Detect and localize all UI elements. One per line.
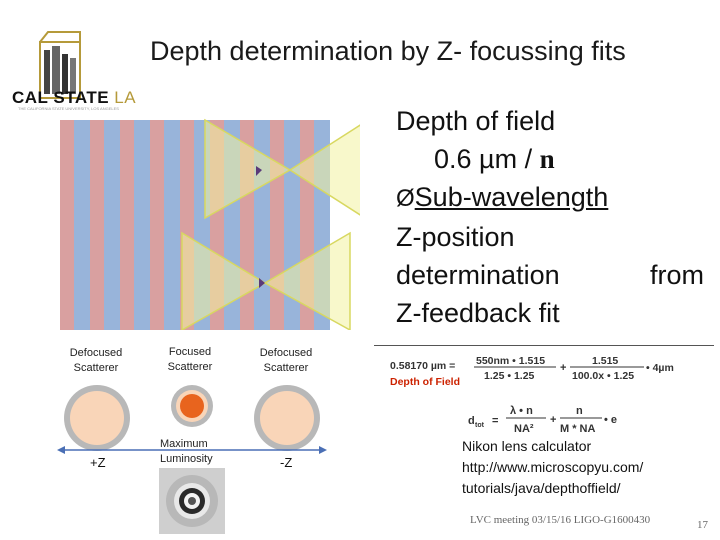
eq1-frac2-num: 1.515 xyxy=(592,355,618,367)
logo-subtitle: THE CALIFORNIA STATE UNIVERSITY, LOS ANG… xyxy=(18,106,119,111)
depth-value-line: 0.6 µm / n xyxy=(396,140,608,178)
eq1-caption: Depth of Field xyxy=(390,376,460,388)
eq1-frac2-den: 100.0x • 1.25 xyxy=(572,370,634,382)
minus-z-label: -Z xyxy=(280,455,293,470)
depth-of-field-equation: 0.58170 µm = 550nm • 1.515 1.25 • 1.25 +… xyxy=(390,355,674,388)
focus-cone-upper xyxy=(204,118,360,220)
page-number: 17 xyxy=(697,519,708,531)
eq1-frac1-num: 550nm • 1.515 xyxy=(476,355,545,367)
eq2-lhs-sub: tot xyxy=(475,422,485,429)
nikon-url-line1[interactable]: http://www.microscopyu.com/ xyxy=(462,459,644,475)
depth-of-field-text: Depth of field 0.6 µm / n ØSub-wavelengt… xyxy=(396,102,704,332)
focus-cone-lower xyxy=(181,231,351,330)
maximum-luminosity-caption: Maximum Luminosity xyxy=(160,438,213,465)
eq2-lhs: d xyxy=(468,415,475,427)
eq1-tail: • 4µm xyxy=(646,362,674,374)
sub-wavelength-bullet: ØSub-wavelength xyxy=(396,178,608,218)
eq2-frac2-num: n xyxy=(576,405,583,417)
eq1-lhs: 0.58170 µm = xyxy=(390,360,455,372)
nikon-reference: Nikon lens calculator http://www.microsc… xyxy=(462,436,643,499)
refractive-index-symbol: n xyxy=(539,144,555,174)
total-depth-equation: d tot = λ • n NA² + n M * NA • e xyxy=(468,405,617,435)
eq2-frac1-den: NA² xyxy=(514,423,534,435)
eq2-frac1-num: λ • n xyxy=(510,405,533,417)
determination-word: determination xyxy=(396,260,560,290)
z-position-line: Z-position xyxy=(396,222,515,252)
determination-line: determination from xyxy=(396,256,704,294)
depth-of-field-line: Depth of field xyxy=(396,106,556,136)
eq2-plus: + xyxy=(550,414,556,426)
sub-wavelength-text: Sub-wavelength xyxy=(414,182,609,212)
eq2-frac2-den: M * NA xyxy=(560,423,596,435)
defocused-right-disc xyxy=(254,385,320,451)
scatterer-diagram xyxy=(57,385,327,534)
eq1-plus: + xyxy=(560,362,566,374)
eq1-frac1-den: 1.25 • 1.25 xyxy=(484,370,535,382)
focused-disc xyxy=(171,385,213,427)
nikon-title: Nikon lens calculator xyxy=(462,438,592,454)
defocused-left-caption: Defocused Scatterer xyxy=(69,347,123,374)
z-feedback-line: Z-feedback fit xyxy=(396,298,560,328)
logo-suffix: LA xyxy=(114,88,137,107)
stripe-illustration xyxy=(60,118,360,330)
defocused-left-disc xyxy=(64,385,130,451)
logo-main: CAL STATE xyxy=(12,88,110,107)
logo-wordmark: CAL STATE LA xyxy=(12,88,136,108)
nikon-url-line2[interactable]: tutorials/java/depthoffield/ xyxy=(462,480,621,496)
depth-value: 0.6 µm / xyxy=(434,144,540,174)
focused-caption: Focused Scatterer xyxy=(167,346,213,373)
eq2-tail: • e xyxy=(604,414,617,426)
cal-state-la-logo xyxy=(39,31,81,99)
from-word: from xyxy=(650,260,704,290)
defocused-right-caption: Defocused Scatterer xyxy=(259,347,313,374)
divider xyxy=(374,345,714,346)
eq2-equals: = xyxy=(492,415,498,427)
slide-title: Depth determination by Z- focussing fits xyxy=(150,36,626,66)
microscope-image xyxy=(159,468,225,534)
arrow-bullet-icon: Ø xyxy=(396,185,415,212)
z-axis-arrow xyxy=(57,446,327,454)
footer-text: LVC meeting 03/15/16 LIGO-G1600430 xyxy=(470,514,651,526)
plus-z-label: +Z xyxy=(90,455,106,470)
